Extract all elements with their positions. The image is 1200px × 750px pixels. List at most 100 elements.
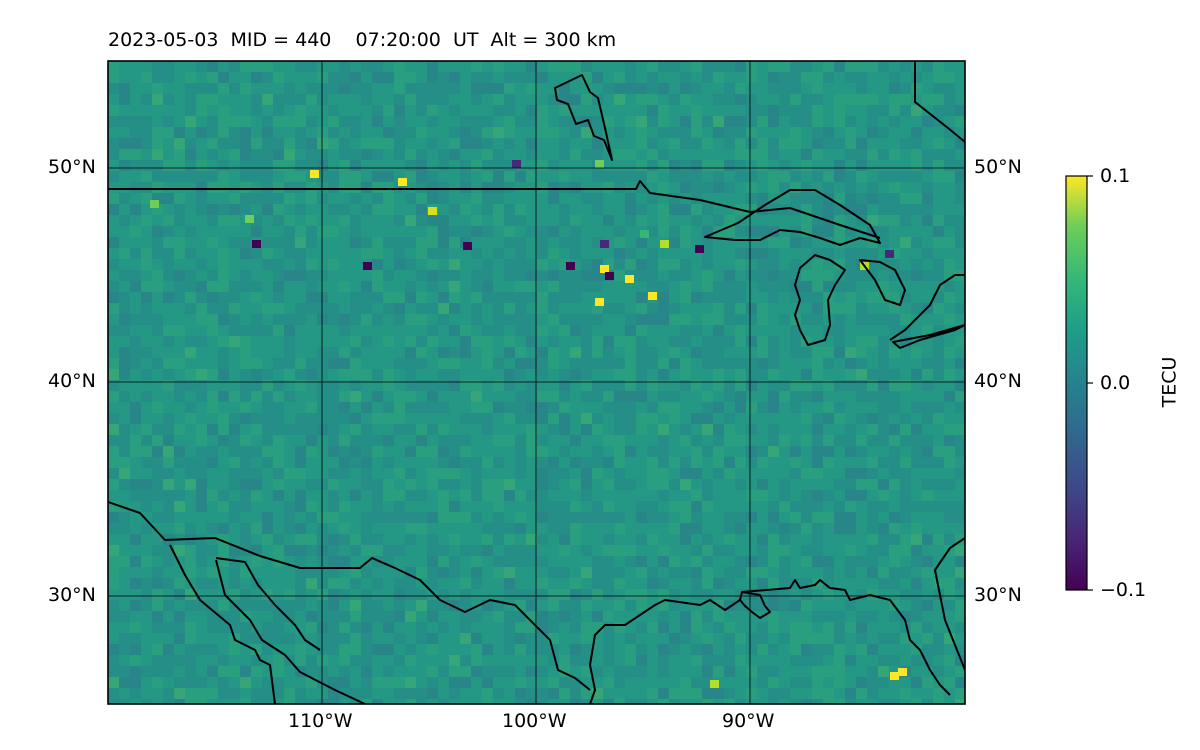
tec-cell [801, 72, 812, 83]
tec-cell [900, 138, 911, 149]
tec-cell [669, 303, 680, 314]
tec-cell [515, 534, 526, 545]
tec-cell [845, 204, 856, 215]
tec-cell [416, 303, 427, 314]
tec-cell [152, 424, 163, 435]
tec-cell [306, 512, 317, 523]
tec-cell [108, 512, 119, 523]
tec-cell [218, 545, 229, 556]
tec-cell [603, 391, 614, 402]
tec-cell [691, 358, 702, 369]
tec-cell [779, 589, 790, 600]
tec-cell [834, 94, 845, 105]
tec-cell [504, 215, 515, 226]
tec-cell [834, 523, 845, 534]
tec-cell [735, 105, 746, 116]
tec-cell [691, 281, 702, 292]
tec-cell [317, 193, 328, 204]
tec-cell [306, 248, 317, 259]
tec-cell [537, 688, 548, 699]
tec-cell [856, 380, 867, 391]
tec-cell [757, 325, 768, 336]
tec-cell [647, 435, 658, 446]
tec-cell [658, 655, 669, 666]
tec-cell [724, 72, 735, 83]
tec-cell [405, 523, 416, 534]
tec-cell [790, 435, 801, 446]
tec-cell [570, 226, 581, 237]
tec-cell [526, 248, 537, 259]
tec-cell [449, 688, 460, 699]
tec-cell [570, 545, 581, 556]
tec-cell [273, 479, 284, 490]
tec-cell [790, 512, 801, 523]
tec-cell [625, 413, 636, 424]
tec-cell [240, 468, 251, 479]
tec-cell [779, 501, 790, 512]
tec-cell [922, 160, 933, 171]
tec-cell [460, 677, 471, 688]
tec-cell [658, 600, 669, 611]
tec-cell [306, 490, 317, 501]
tec-cell [768, 248, 779, 259]
tec-cell [482, 600, 493, 611]
tec-cell [757, 413, 768, 424]
tec-cell [680, 336, 691, 347]
tec-cell [141, 457, 152, 468]
tec-anomaly-cell [710, 680, 719, 688]
tec-cell [581, 270, 592, 281]
tec-cell [328, 160, 339, 171]
tec-cell [900, 589, 911, 600]
tec-cell [834, 270, 845, 281]
tec-cell [724, 545, 735, 556]
tec-cell [119, 193, 130, 204]
tec-cell [460, 116, 471, 127]
tec-cell [229, 677, 240, 688]
tec-cell [779, 193, 790, 204]
tec-cell [691, 413, 702, 424]
tec-cell [933, 204, 944, 215]
tec-cell [548, 512, 559, 523]
tec-cell [108, 644, 119, 655]
tec-cell [878, 358, 889, 369]
tec-cell [735, 490, 746, 501]
tec-cell [680, 72, 691, 83]
tec-cell [867, 600, 878, 611]
tec-cell [823, 281, 834, 292]
tec-cell [339, 622, 350, 633]
tec-cell [196, 105, 207, 116]
tec-cell [680, 534, 691, 545]
tec-cell [526, 138, 537, 149]
tec-cell [438, 578, 449, 589]
tec-cell [141, 446, 152, 457]
tec-cell [218, 270, 229, 281]
tec-cell [636, 314, 647, 325]
tec-cell [207, 105, 218, 116]
tec-cell [471, 655, 482, 666]
tec-cell [669, 281, 680, 292]
tec-cell [955, 358, 965, 369]
tec-cell [614, 633, 625, 644]
tec-cell [878, 578, 889, 589]
tec-cell [306, 578, 317, 589]
tec-cell [163, 380, 174, 391]
tec-cell [416, 413, 427, 424]
tec-cell [240, 655, 251, 666]
tec-cell [603, 556, 614, 567]
tec-cell [944, 402, 955, 413]
tec-cell [592, 347, 603, 358]
tec-cell [372, 633, 383, 644]
tec-cell [845, 490, 856, 501]
tec-cell [878, 479, 889, 490]
tec-cell [559, 193, 570, 204]
tec-cell [306, 204, 317, 215]
tec-cell [284, 292, 295, 303]
tec-cell [548, 215, 559, 226]
tec-cell [460, 655, 471, 666]
tec-cell [284, 567, 295, 578]
tec-cell [339, 292, 350, 303]
tec-cell [603, 72, 614, 83]
tec-cell [702, 611, 713, 622]
tec-cell [350, 490, 361, 501]
tec-cell [416, 61, 427, 72]
